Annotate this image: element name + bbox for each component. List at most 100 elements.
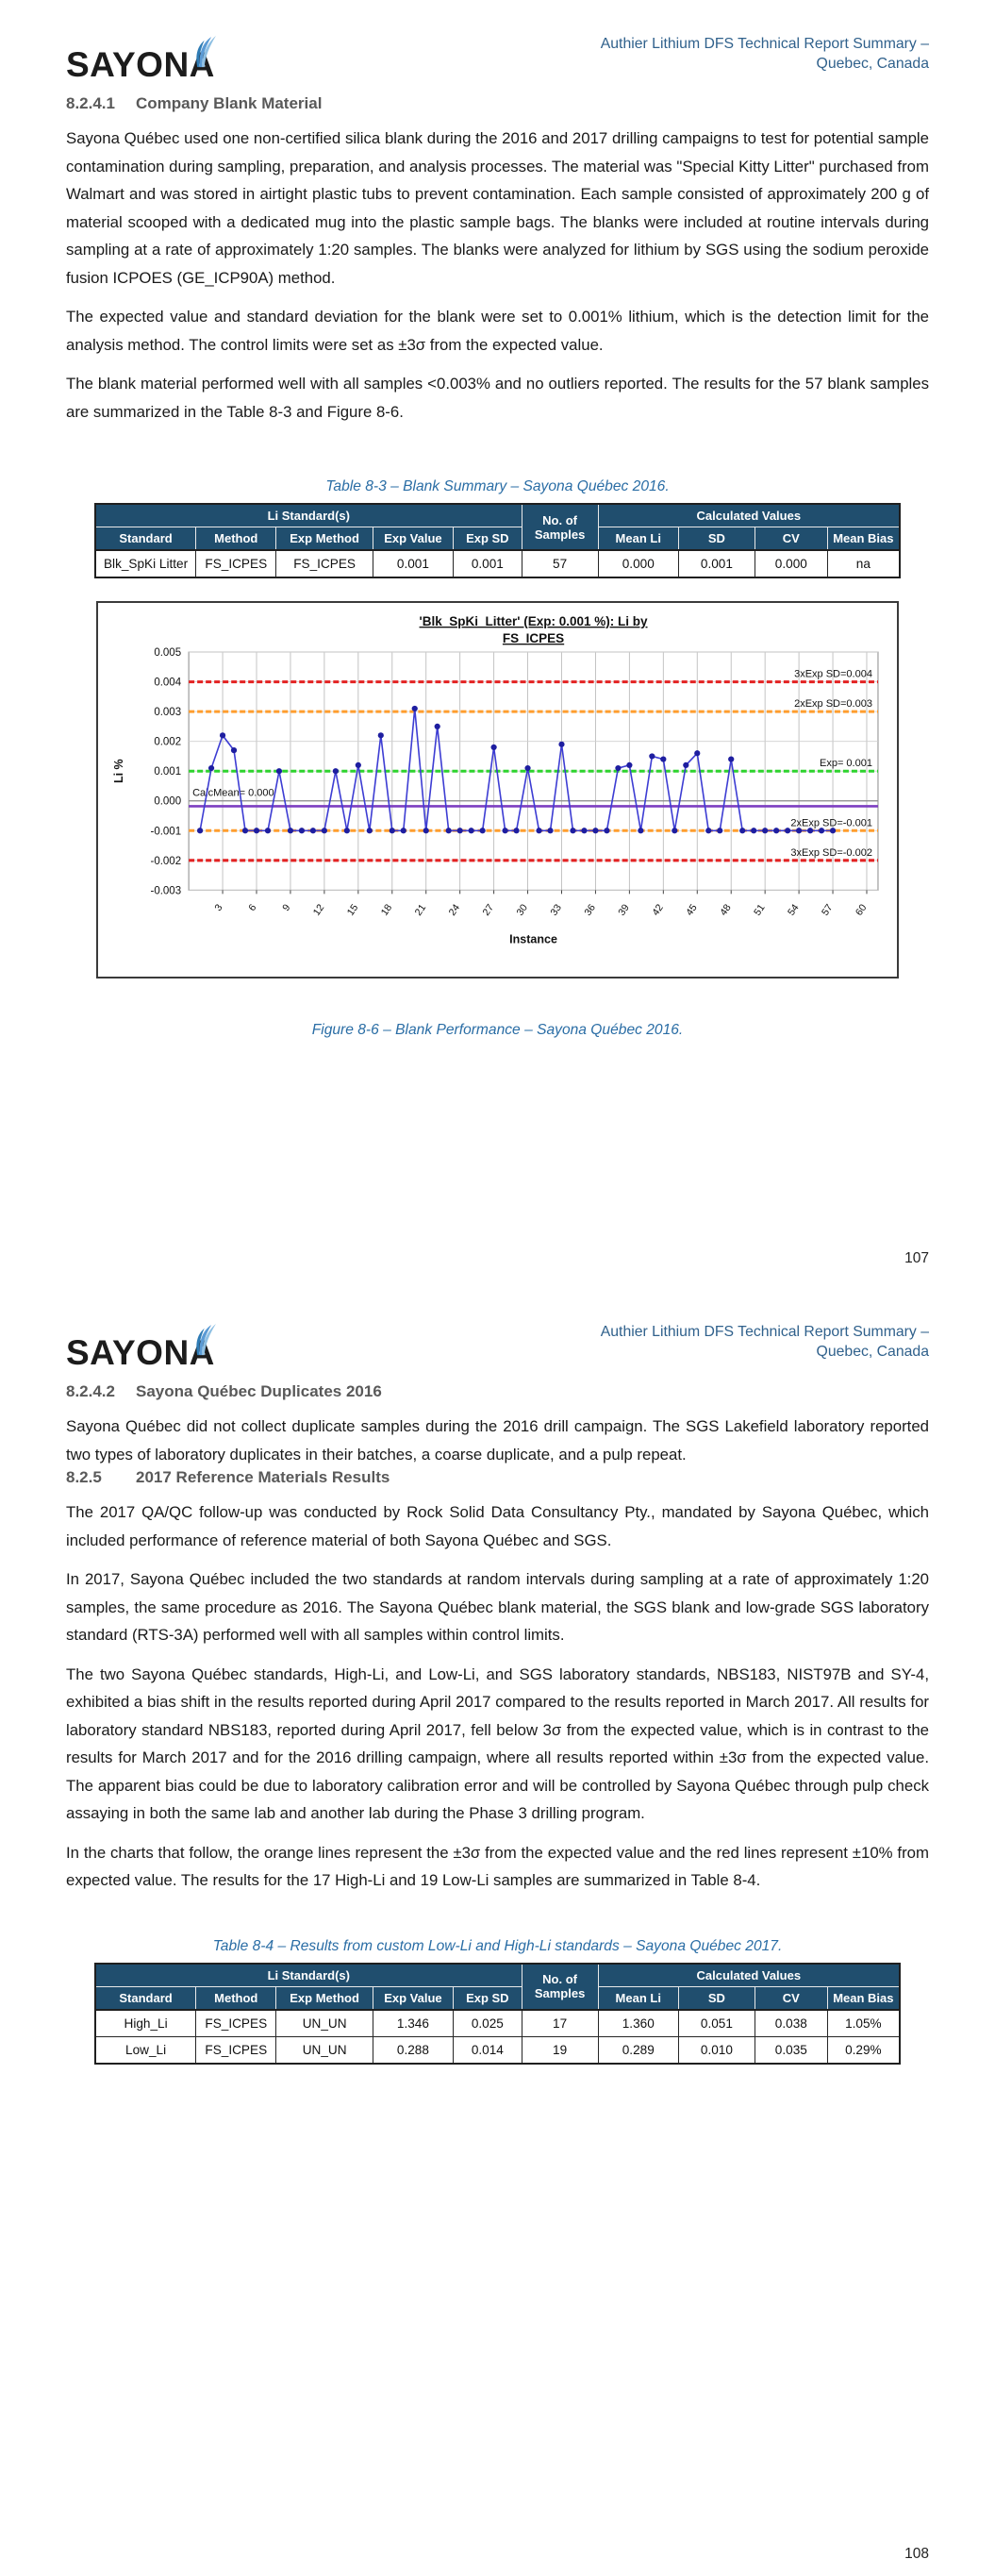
figure-8-6-chart: -0.003 -0.002 -0.001 0.000 0.001 0.002 0.003 0.… [96, 601, 899, 979]
column-header: Exp Value [372, 527, 455, 551]
table-row: Low_Li FS_ICPES UN_UN 0.288 0.014 19 0.289 0.01… [94, 2035, 901, 2064]
svg-text:'Blk_SpKi_Litter' (Exp: 0.001: 'Blk_SpKi_Litter' (Exp: 0.001 %): Li by [420, 614, 648, 628]
svg-text:48: 48 [718, 902, 734, 918]
paragraph: The blank material performed well with a… [66, 375, 929, 421]
column-header: Standard [94, 1985, 197, 2010]
paragraph: In 2017, Sayona Québec included the two … [66, 1570, 929, 1644]
table-cell: 0.001 [372, 549, 455, 578]
svg-text:42: 42 [650, 902, 666, 918]
table-cell: 0.010 [677, 2035, 755, 2064]
svg-text:2xExp SD=-0.001: 2xExp SD=-0.001 [790, 817, 872, 828]
svg-text:0.004: 0.004 [154, 677, 181, 689]
section-number: 8.2.4.2 [66, 1382, 115, 1400]
section-heading-8242: 8.2.4.2 Sayona Québec Duplicates 2016 [66, 1382, 929, 1401]
table-cell: 57 [521, 549, 599, 578]
table-cell: High_Li [94, 2008, 197, 2037]
column-header: Mean Bias [826, 1985, 901, 2010]
column-header: Mean Li [597, 1985, 679, 2010]
column-header: Exp Method [275, 527, 373, 551]
svg-text:0.000: 0.000 [154, 796, 181, 808]
svg-text:9: 9 [280, 902, 292, 913]
column-header: CV [754, 527, 828, 551]
table-cell: 0.025 [453, 2008, 522, 2037]
paragraph: Sayona Québec did not collect duplicate … [66, 1417, 929, 1464]
svg-text:0.001: 0.001 [154, 766, 181, 778]
column-header: Exp Value [372, 1985, 455, 2010]
page-number: 107 [904, 1250, 929, 1266]
table-cell: 0.035 [754, 2035, 828, 2064]
section-heading-825: 8.2.5 2017 Reference Materials Results [66, 1468, 929, 1487]
svg-text:3: 3 [212, 902, 224, 913]
svg-text:2xExp SD=0.003: 2xExp SD=0.003 [794, 698, 872, 710]
table-8-4-header: Li Standard(s) No. of Samples Calculated… [94, 1963, 901, 2010]
svg-text:15: 15 [345, 902, 361, 918]
table-cell: 1.346 [372, 2008, 455, 2037]
svg-text:36: 36 [582, 902, 598, 918]
column-header: Exp SD [453, 1985, 522, 2010]
svg-text:Exp= 0.001: Exp= 0.001 [820, 758, 872, 769]
sayona-logo: SAYONA [66, 36, 216, 85]
table-cell: 19 [521, 2035, 599, 2064]
svg-text:39: 39 [616, 902, 632, 918]
svg-text:18: 18 [379, 902, 395, 918]
svg-text:-0.003: -0.003 [150, 885, 181, 896]
paragraph: The expected value and standard deviatio… [66, 308, 929, 354]
report-title-line1: Authier Lithium DFS Technical Report Sum… [600, 1324, 929, 1340]
svg-text:Li %: Li % [112, 759, 125, 783]
table-cell: 0.29% [826, 2035, 901, 2064]
svg-text:0.005: 0.005 [154, 647, 181, 659]
table-8-4-body: High_Li FS_ICPES UN_UN 1.346 0.025 17 1.360 0.0… [94, 2008, 901, 2064]
column-group-li-standards: Li Standard(s) [94, 1963, 522, 1987]
column-header: Mean Bias [826, 527, 901, 551]
table-8-4-caption: Table 8-4 – Results from custom Low-Li a… [212, 1937, 783, 1954]
table-cell: 1.05% [826, 2008, 901, 2037]
report-title-line2: Quebec, Canada [816, 56, 929, 72]
svg-text:6: 6 [246, 902, 258, 913]
column-header: Method [195, 1985, 277, 2010]
table-cell: 0.288 [372, 2035, 455, 2064]
svg-text:0.002: 0.002 [154, 737, 181, 748]
page-header: SAYONA Authier Lithium DFS Technical Rep… [66, 1320, 929, 1382]
table-cell: 17 [521, 2008, 599, 2037]
svg-text:Instance: Instance [509, 932, 557, 945]
column-header: Mean Li [597, 527, 679, 551]
sayona-logo: SAYONA [66, 1324, 216, 1373]
table-row: Blk_SpKi Litter FS_ICPES FS_ICPES 0.001 0.00… [94, 549, 901, 578]
table-cell: 1.360 [597, 2008, 679, 2037]
report-title-header: Authier Lithium DFS Technical Report Sum… [601, 32, 929, 74]
column-group-calculated-values: Calculated Values [597, 1963, 901, 1987]
svg-text:33: 33 [548, 902, 564, 918]
section-title: Sayona Québec Duplicates 2016 [136, 1382, 382, 1400]
leaf-icon [196, 36, 216, 68]
column-header: Standard [94, 527, 197, 551]
column-group-no-of-samples: No. of Samples [521, 1963, 599, 2010]
table-8-4: Li Standard(s) No. of Samples Calculated… [94, 1962, 901, 2065]
table-cell: 0.000 [597, 549, 679, 578]
svg-text:FS_ICPES: FS_ICPES [503, 631, 564, 645]
table-8-3-caption: Table 8-3 – Blank Summary – Sayona Québe… [325, 478, 670, 494]
table-cell: 0.051 [677, 2008, 755, 2037]
svg-text:0.003: 0.003 [154, 707, 181, 718]
table-cell: 0.014 [453, 2035, 522, 2064]
column-header: Exp SD [453, 527, 522, 551]
column-header: Exp Method [275, 1985, 373, 2010]
svg-text:51: 51 [752, 902, 768, 918]
column-group-li-standards: Li Standard(s) [94, 503, 522, 527]
svg-text:27: 27 [481, 902, 497, 918]
page-number: 108 [904, 2546, 929, 2562]
table-cell: 0.000 [754, 549, 828, 578]
svg-text:60: 60 [854, 902, 870, 918]
svg-text:12: 12 [311, 902, 327, 918]
column-header: SD [677, 527, 755, 551]
svg-text:-0.002: -0.002 [150, 856, 181, 867]
table-cell: FS_ICPES [275, 549, 373, 578]
page-108: SAYONA Authier Lithium DFS Technical Rep… [0, 1288, 995, 2576]
section-heading-8241: 8.2.4.1 Company Blank Material [66, 94, 929, 113]
section-title: 2017 Reference Materials Results [136, 1468, 390, 1486]
page-107: SAYONA Authier Lithium DFS Technical Rep… [66, 32, 929, 1266]
table-8-3-header: Li Standard(s) No. of Samples Calculated… [94, 503, 901, 551]
table-cell: 0.001 [453, 549, 522, 578]
figure-8-6-caption: Figure 8-6 – Blank Performance – Sayona … [311, 1022, 684, 1039]
leaf-icon [196, 1324, 216, 1356]
